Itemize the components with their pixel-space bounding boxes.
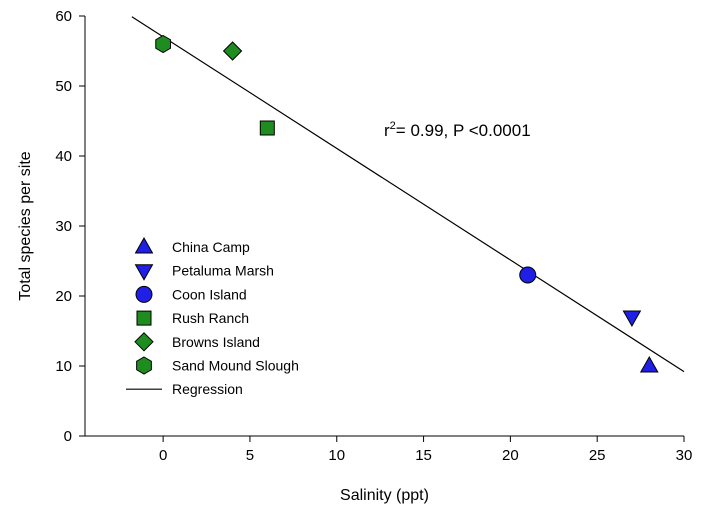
legend-marker-hexagon bbox=[136, 356, 152, 375]
legend-label: Sand Mound Slough bbox=[172, 358, 299, 374]
regression-line-group bbox=[131, 16, 685, 373]
regression-line bbox=[131, 16, 685, 373]
data-point-circle bbox=[519, 266, 537, 284]
x-tick-label: 0 bbox=[159, 447, 167, 464]
legend-label: Regression bbox=[172, 381, 243, 397]
legend-label: Browns Island bbox=[172, 334, 260, 350]
data-point-hexagon bbox=[155, 34, 171, 54]
legend-marker-triangle-up bbox=[134, 236, 154, 254]
legend: China Camp Petaluma Marsh Coon Island Rush … bbox=[126, 236, 299, 397]
legend-marker-circle bbox=[135, 285, 153, 303]
x-tick-label: 5 bbox=[246, 447, 254, 464]
y-tick-label: 60 bbox=[55, 8, 72, 25]
legend-label: Coon Island bbox=[172, 286, 247, 302]
regression-annotation: r2= 0.99, P <0.0001 bbox=[384, 120, 531, 140]
data-point-triangle-down bbox=[622, 310, 642, 328]
y-tick-label: 0 bbox=[64, 428, 72, 445]
x-tick-label: 15 bbox=[415, 447, 432, 464]
y-axis-label: Total species per site bbox=[17, 151, 34, 301]
y-tick-label: 50 bbox=[55, 78, 72, 95]
y-tick-label: 40 bbox=[55, 148, 72, 165]
y-tick-label: 20 bbox=[55, 288, 72, 305]
data-point-square bbox=[259, 120, 275, 136]
legend-label: Petaluma Marsh bbox=[172, 263, 274, 279]
x-axis-label: Salinity (ppt) bbox=[340, 487, 429, 504]
y-tick-label: 10 bbox=[55, 358, 72, 375]
x-tick-label: 30 bbox=[676, 447, 693, 464]
x-tick-label: 10 bbox=[328, 447, 345, 464]
y-tick-label: 30 bbox=[55, 218, 72, 235]
x-tick-label: 25 bbox=[589, 447, 606, 464]
legend-label: China Camp bbox=[172, 239, 250, 255]
data-point-diamond bbox=[222, 41, 243, 61]
legend-label: Rush Ranch bbox=[172, 310, 249, 326]
legend-marker-diamond bbox=[134, 332, 154, 352]
axes: 0 5 10 15 20 25 30 0 10 20 30 40 50 60 bbox=[55, 8, 692, 464]
x-tick-label: 20 bbox=[502, 447, 519, 464]
data-point-triangle-up bbox=[639, 355, 659, 373]
legend-marker-square bbox=[136, 310, 152, 326]
legend-marker-triangle-down bbox=[134, 264, 154, 281]
data-points bbox=[155, 34, 659, 373]
